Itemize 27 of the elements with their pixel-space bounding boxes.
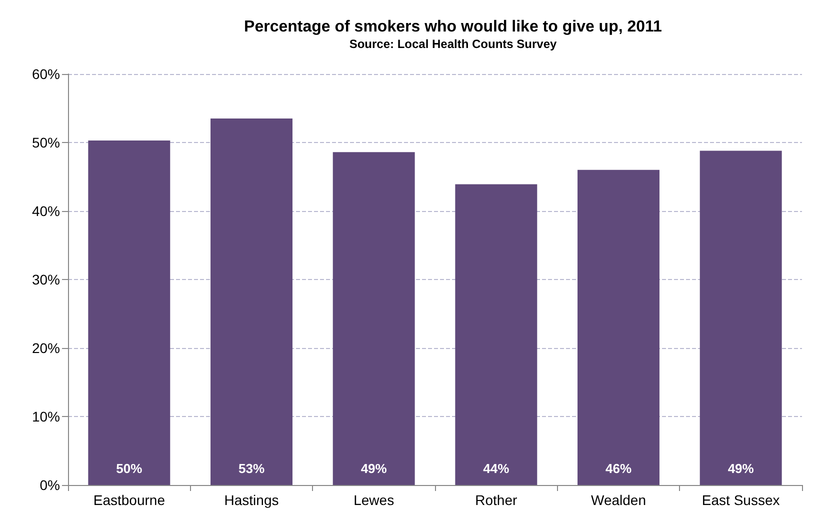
- y-tick-label: 40%: [32, 203, 60, 219]
- y-tick-label: 50%: [32, 134, 60, 150]
- source-note: Source: Local Health Counts Survey: [349, 37, 558, 51]
- x-tick-label: Hastings: [224, 492, 279, 508]
- bar: [455, 184, 538, 485]
- data-label: 50%: [116, 461, 143, 476]
- x-tick-label: East Sussex: [702, 492, 780, 508]
- y-tick-label: 0%: [40, 477, 60, 493]
- x-tick-label: Wealden: [590, 492, 646, 508]
- bar: [210, 118, 292, 485]
- y-tick-label: 60%: [32, 66, 60, 82]
- data-label: 46%: [605, 461, 632, 476]
- data-label: 44%: [483, 461, 510, 476]
- data-label: 49%: [728, 461, 754, 476]
- bar: [332, 152, 415, 485]
- y-tick-label: 30%: [32, 272, 60, 288]
- data-label: 49%: [360, 461, 388, 476]
- bar: [578, 170, 660, 485]
- y-tick-label: 10%: [32, 408, 60, 424]
- bar: [700, 150, 782, 485]
- chart-title: Percentage of smokers who would like to give up, 2011: [244, 18, 662, 36]
- x-tick-label: Lewes: [354, 492, 394, 508]
- x-tick-label: Rother: [475, 492, 518, 508]
- data-label: 53%: [238, 461, 265, 476]
- y-tick-label: 20%: [32, 340, 60, 356]
- bar: [88, 140, 170, 485]
- x-tick-label: Eastbourne: [93, 492, 166, 508]
